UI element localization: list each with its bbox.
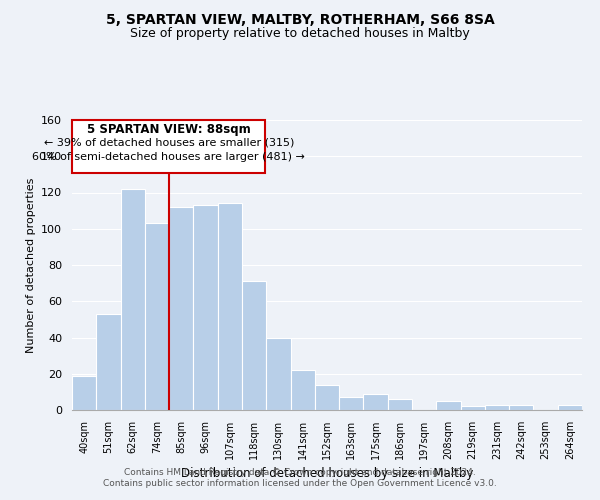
Bar bbox=[290, 370, 315, 410]
Bar bbox=[436, 401, 461, 410]
Bar bbox=[242, 282, 266, 410]
Bar bbox=[388, 399, 412, 410]
Text: Size of property relative to detached houses in Maltby: Size of property relative to detached ho… bbox=[130, 28, 470, 40]
Bar bbox=[558, 404, 582, 410]
Bar bbox=[169, 207, 193, 410]
Bar bbox=[193, 205, 218, 410]
Bar bbox=[121, 189, 145, 410]
Bar bbox=[485, 404, 509, 410]
Bar bbox=[266, 338, 290, 410]
Bar bbox=[315, 384, 339, 410]
Bar bbox=[145, 224, 169, 410]
Text: ← 39% of detached houses are smaller (315): ← 39% of detached houses are smaller (31… bbox=[44, 138, 294, 147]
Text: 5 SPARTAN VIEW: 88sqm: 5 SPARTAN VIEW: 88sqm bbox=[87, 122, 251, 136]
Bar bbox=[364, 394, 388, 410]
Text: Contains HM Land Registry data © Crown copyright and database right 2024.
Contai: Contains HM Land Registry data © Crown c… bbox=[103, 468, 497, 487]
X-axis label: Distribution of detached houses by size in Maltby: Distribution of detached houses by size … bbox=[181, 468, 473, 480]
Bar bbox=[218, 204, 242, 410]
Text: 60% of semi-detached houses are larger (481) →: 60% of semi-detached houses are larger (… bbox=[32, 152, 305, 162]
Bar bbox=[73, 120, 265, 172]
Text: 5, SPARTAN VIEW, MALTBY, ROTHERHAM, S66 8SA: 5, SPARTAN VIEW, MALTBY, ROTHERHAM, S66 … bbox=[106, 12, 494, 26]
Bar bbox=[72, 376, 96, 410]
Bar bbox=[339, 398, 364, 410]
Bar bbox=[96, 314, 121, 410]
Bar bbox=[461, 406, 485, 410]
Bar bbox=[509, 404, 533, 410]
Y-axis label: Number of detached properties: Number of detached properties bbox=[26, 178, 35, 352]
